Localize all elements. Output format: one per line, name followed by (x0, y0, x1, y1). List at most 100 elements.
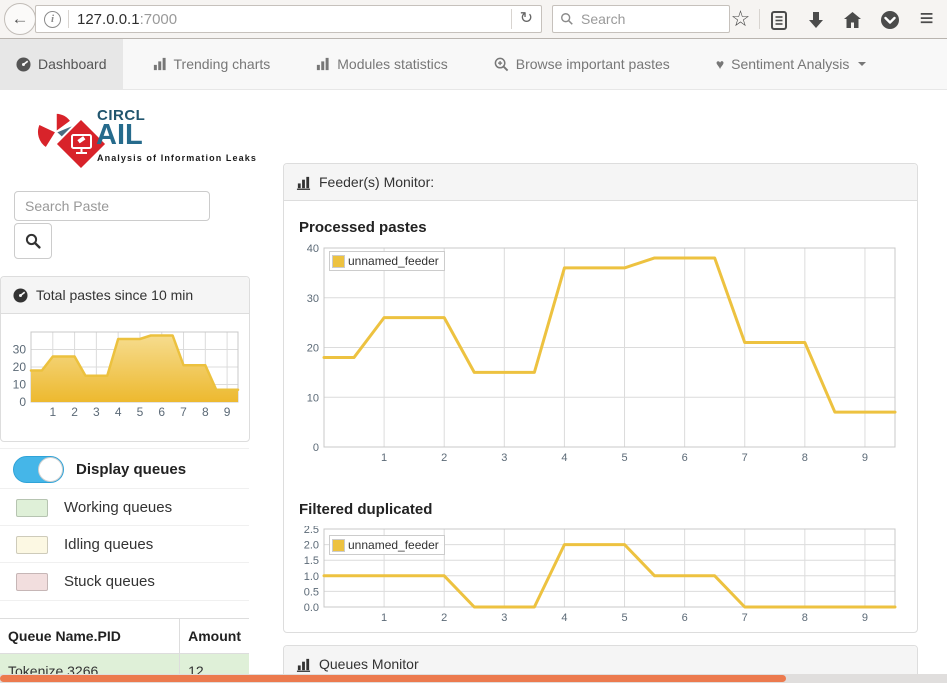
panel-title: Total pastes since 10 min (36, 287, 194, 303)
search-icon (25, 233, 41, 249)
svg-text:1: 1 (381, 452, 387, 464)
bookmarks-menu-icon[interactable] (760, 0, 797, 38)
gauge-icon (16, 56, 31, 72)
svg-text:7: 7 (742, 612, 748, 624)
svg-text:7: 7 (180, 405, 187, 419)
legend-stuck-queues: Stuck queues (0, 562, 249, 601)
svg-text:10: 10 (13, 378, 27, 392)
bookmark-star-icon[interactable]: ☆ (730, 6, 751, 31)
address-bar[interactable]: i 127.0.0.1:7000 ↻ (35, 5, 542, 33)
queue-table-header-row: Queue Name.PID Amount (0, 618, 249, 654)
processed-pastes-chartbox: 1 2 3 4 5 6 7 8 9 0 10 20 30 40 unnamed_feeder (298, 243, 903, 471)
toggle-knob (38, 456, 63, 482)
series-swatch (332, 254, 345, 268)
divider (759, 9, 760, 29)
nav-label: Sentiment Analysis (731, 56, 850, 72)
svg-text:1.0: 1.0 (304, 571, 319, 583)
total-pastes-chart-body: 1 2 3 4 5 6 7 8 9 0 10 20 30 (1, 314, 249, 441)
legend-label: Stuck queues (64, 573, 155, 590)
svg-text:40: 40 (307, 244, 319, 255)
svg-text:5: 5 (621, 452, 627, 464)
svg-text:2: 2 (71, 405, 78, 419)
queue-name-header: Queue Name.PID (0, 618, 181, 654)
total-pastes-chart: 1 2 3 4 5 6 7 8 9 0 10 20 30 (13, 331, 240, 419)
download-arrow-icon (808, 11, 823, 28)
nav-label: Trending charts (173, 56, 271, 72)
nav-sentiment-analysis[interactable]: ♥ Sentiment Analysis (700, 39, 883, 89)
nav-browse-important-pastes[interactable]: Browse important pastes (478, 39, 686, 89)
home-icon (844, 11, 861, 28)
svg-text:4: 4 (561, 612, 567, 624)
bar-chart-icon (296, 176, 311, 190)
svg-text:1.5: 1.5 (304, 555, 319, 567)
back-arrow-icon: ← (11, 9, 29, 28)
heart-icon: ♥ (715, 56, 725, 72)
series-label: unnamed_feeder (348, 254, 439, 268)
stuck-queues-swatch (16, 572, 48, 591)
display-queues-row: Display queues (0, 448, 249, 489)
legend-label: Idling queues (64, 536, 154, 553)
sidebar: CIRCL AIL Analysis of Information Leaks … (0, 90, 256, 683)
svg-text:7: 7 (742, 452, 748, 464)
feeder-monitor-body: Processed pastes 1 2 3 4 5 6 7 8 9 0 10 20 30 40 unna… (284, 201, 917, 632)
svg-text:0: 0 (313, 442, 319, 454)
page-content: CIRCL AIL Analysis of Information Leaks … (0, 90, 947, 683)
nav-modules-statistics[interactable]: Modules statistics (300, 39, 463, 89)
paste-search-button[interactable] (14, 223, 52, 259)
chart-legend: unnamed_feeder (329, 535, 445, 555)
gauge-icon (13, 287, 28, 303)
svg-text:3: 3 (501, 452, 507, 464)
legend-label: Working queues (64, 499, 173, 516)
svg-text:30: 30 (13, 343, 27, 357)
reload-icon[interactable]: ↻ (510, 9, 541, 29)
svg-text:8: 8 (802, 452, 808, 464)
horizontal-scrollbar[interactable] (0, 674, 947, 683)
svg-text:1: 1 (49, 405, 56, 419)
browser-search-input[interactable] (579, 10, 713, 28)
hamburger-menu-icon[interactable]: ≡ (919, 5, 934, 32)
svg-text:4: 4 (561, 452, 567, 464)
nav-label: Modules statistics (337, 56, 448, 72)
svg-text:2: 2 (441, 612, 447, 624)
svg-text:3: 3 (93, 405, 100, 419)
svg-text:2: 2 (441, 452, 447, 464)
svg-text:20: 20 (13, 360, 27, 374)
home-button[interactable] (834, 0, 871, 38)
filtered-duplicated-chartbox: 1 2 3 4 5 6 7 8 9 0.0 0.5 1.0 1.5 2.0 2.5 unnamed_feed… (298, 524, 903, 631)
nav-dashboard[interactable]: Dashboard (0, 39, 123, 89)
svg-text:6: 6 (158, 405, 165, 419)
display-queues-label: Display queues (76, 460, 187, 478)
bar-chart-icon (317, 57, 329, 71)
back-button[interactable]: ← (4, 3, 36, 35)
svg-text:4: 4 (115, 405, 122, 419)
scrollbar-thumb[interactable] (0, 675, 786, 682)
svg-text:6: 6 (682, 452, 688, 464)
bar-chart-icon (153, 57, 166, 71)
downloads-button[interactable] (797, 0, 834, 38)
svg-text:30: 30 (307, 293, 319, 305)
svg-text:10: 10 (307, 392, 319, 404)
processed-pastes-chart: 1 2 3 4 5 6 7 8 9 0 10 20 30 40 (307, 243, 897, 464)
ail-logo (36, 112, 108, 171)
svg-text:0.5: 0.5 (304, 586, 319, 598)
url-text[interactable]: 127.0.0.1:7000 (77, 11, 511, 28)
pocket-button[interactable] (871, 0, 908, 38)
nav-trending-charts[interactable]: Trending charts (137, 39, 287, 89)
svg-text:8: 8 (202, 405, 209, 419)
filtered-duplicated-title: Filtered duplicated (299, 501, 433, 518)
svg-text:2.0: 2.0 (304, 540, 319, 552)
brand-circl: CIRCL (97, 107, 146, 124)
filtered-duplicated-chart: 1 2 3 4 5 6 7 8 9 0.0 0.5 1.0 1.5 2.0 2.5 (304, 524, 897, 624)
browser-toolbar: ← i 127.0.0.1:7000 ↻ ☆ (0, 0, 947, 39)
series-swatch (332, 538, 345, 552)
paste-search-input[interactable] (14, 191, 210, 221)
main-navbar: Dashboard Trending charts Modules statis… (0, 39, 947, 90)
pocket-icon (880, 10, 899, 29)
series-label: unnamed_feeder (348, 538, 439, 552)
display-queues-toggle[interactable] (13, 455, 64, 483)
processed-pastes-title: Processed pastes (299, 219, 427, 236)
site-info-icon[interactable]: i (44, 10, 61, 28)
browser-search-box[interactable] (552, 5, 730, 33)
working-queues-swatch (16, 498, 48, 517)
